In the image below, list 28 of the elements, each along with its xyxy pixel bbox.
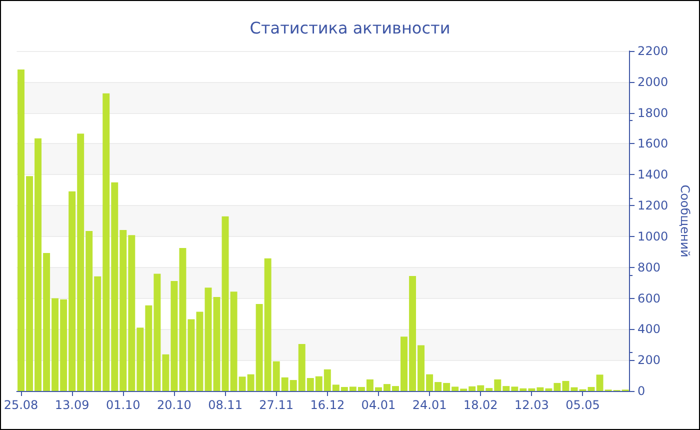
x-tick-label: 04.01 [361, 398, 396, 412]
x-tick-label: 13.09 [54, 398, 90, 412]
y-tick-label: 200 [638, 353, 660, 368]
chart-title: Статистика активности [250, 18, 450, 38]
x-tick-label: 25.08 [4, 398, 38, 412]
x-tick-label: 01.10 [106, 398, 140, 412]
x-tick-label: 08.11 [208, 398, 242, 412]
y-tick-label: 1200 [638, 198, 668, 213]
y-tick-label: 0 [638, 384, 646, 398]
y-tick-label: 2200 [638, 44, 668, 58]
y-tick-label: 800 [638, 260, 660, 274]
x-tick-label: 16.12 [310, 398, 345, 412]
y-tick-label: 600 [638, 291, 660, 306]
y-tick-label: 400 [638, 322, 660, 336]
x-tick-label: 12.03 [514, 398, 549, 412]
x-tick-label: 24.01 [412, 398, 447, 412]
x-tick-label: 20.10 [157, 398, 192, 412]
y-tick-label: 1000 [638, 229, 668, 244]
x-tick-label: 05.05 [566, 398, 600, 412]
y-tick-label: 2000 [638, 74, 668, 89]
y-tick-label: 1600 [638, 136, 668, 151]
y-axis-title: Сообщений [678, 184, 692, 258]
bar [204, 288, 212, 391]
y-tick-label: 1800 [638, 106, 668, 120]
y-tick-label: 1400 [638, 168, 668, 182]
x-tick-label: 18.02 [463, 398, 498, 412]
x-tick-label: 27.11 [259, 398, 294, 412]
bar [588, 386, 595, 391]
